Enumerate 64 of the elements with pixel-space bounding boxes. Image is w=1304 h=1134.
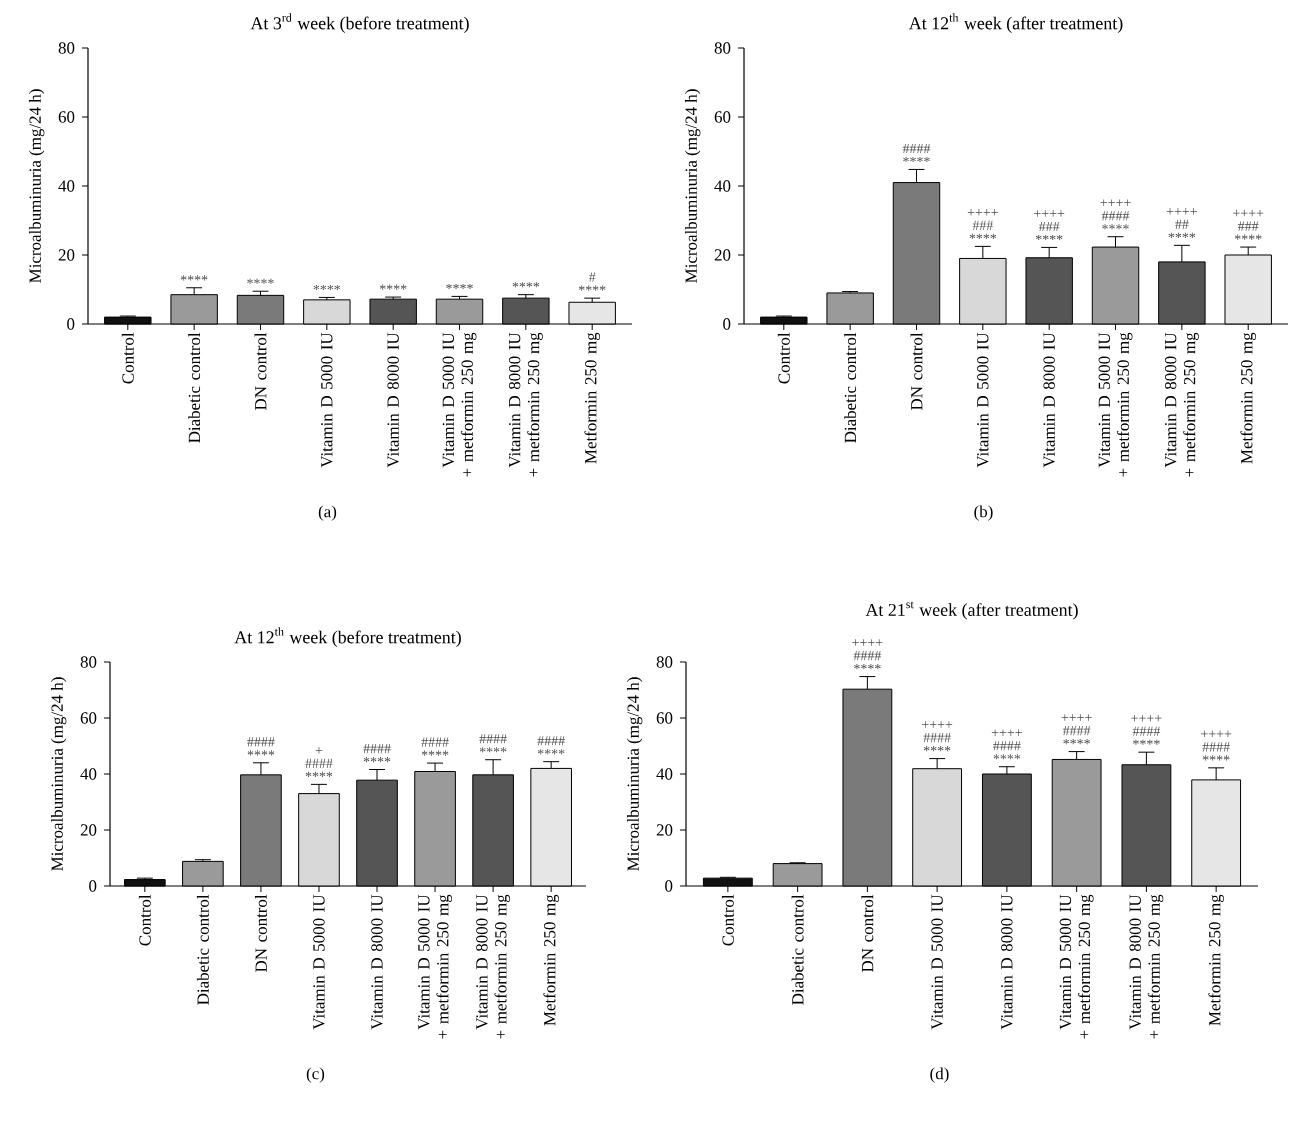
x-tick-label: Vitamin D 5000 IU [931,894,943,1030]
x-tick-label: Metformin 250 mg [1240,332,1256,464]
y-tick-label: 0 [665,880,673,892]
y-tick-label: 80 [656,656,673,668]
y-tick-label: 60 [714,111,731,123]
y-tick-label: 60 [80,712,97,724]
x-tick-label: Control [121,332,134,384]
y-tick-label: 80 [714,42,731,54]
y-tick-label: 20 [80,824,97,836]
x-tick-label: Diabetic control [196,894,209,1005]
x-tick-label: Vitamin D 5000 IU + metformin 250 mg [1059,894,1094,1039]
y-tick-label: 20 [714,249,731,261]
y-tick-label: 0 [723,318,731,330]
x-tick-label: Metformin 250 mg [584,332,600,464]
y-tick-label: 40 [656,768,673,780]
x-tick-label: Metformin 250 mg [1208,894,1224,1026]
x-tick-label: DN control [254,894,267,972]
y-tick-label: 40 [714,180,731,192]
x-tick-label: Control [138,894,151,946]
x-tick-label: DN control [861,894,874,972]
y-axis-title: Microalbuminuria (mg/24 h) [684,89,701,283]
chart-title: At 21$^{st}$ week (after treatment) [865,601,1078,620]
x-tick-label: DN control [910,332,923,410]
x-tick-label: Diabetic control [188,332,201,443]
y-tick-label: 20 [656,824,673,836]
x-tick-label: Vitamin D 8000 IU [371,894,383,1030]
x-tick-label: Control [777,332,790,384]
text: (b) [974,505,993,521]
x-tick-label: Vitamin D 8000 IU [1001,894,1013,1030]
y-tick-label: 0 [67,318,75,330]
y-axis-title: Microalbuminuria (mg/24 h) [50,677,67,871]
x-tick-label: DN control [254,332,267,410]
y-axis-title: Microalbuminuria (mg/24 h) [28,89,45,283]
y-tick-label: 20 [58,249,75,261]
x-tick-label: Vitamin D 8000 IU + metformin 250 mg [1129,894,1164,1039]
x-tick-label: Vitamin D 5000 IU + metformin 250 mg [418,894,452,1039]
chart-title: At 3$^{rd}$ week (before treatment) [250,13,469,33]
x-tick-label: Vitamin D 8000 IU [1043,332,1055,468]
x-tick-label: Vitamin D 8000 IU [387,332,399,468]
chart-title: At 12$^{th}$ week (after treatment) [908,13,1123,33]
x-tick-label: Vitamin D 8000 IU + metformin 250 mg [476,894,511,1039]
y-axis-title: Microalbuminuria (mg/24 h) [626,677,643,871]
y-tick-label: 80 [58,42,75,54]
chart-title: At 12$^{th}$ week (before treatment) [234,627,461,648]
x-tick-label: Diabetic control [791,894,804,1005]
x-tick-label: Vitamin D 5000 IU [977,332,989,468]
y-tick-label: 40 [58,180,75,192]
y-tick-label: 60 [58,111,75,123]
text: (d) [930,1067,949,1083]
x-tick-label: Vitamin D 5000 IU [313,894,325,1030]
x-tick-label: Control [721,894,734,946]
x-tick-label: Diabetic control [844,332,857,443]
y-tick-label: 80 [80,656,97,668]
text: (c) [306,1067,325,1083]
x-tick-label: Metformin 250 mg [543,894,559,1026]
y-tick-label: 60 [656,712,673,724]
x-tick-label: Vitamin D 5000 IU + metformin 250 mg [442,332,477,477]
x-tick-label: Vitamin D 5000 IU [321,332,333,468]
text: (a) [318,505,337,521]
x-tick-label: Vitamin D 8000 IU + metformin 250 mg [1164,332,1199,477]
x-tick-label: Vitamin D 8000 IU + metformin 250 mg [508,332,543,477]
y-tick-label: 40 [80,768,97,780]
x-tick-label: Vitamin D 5000 IU + metformin 250 mg [1098,332,1133,477]
y-tick-label: 0 [89,880,97,892]
